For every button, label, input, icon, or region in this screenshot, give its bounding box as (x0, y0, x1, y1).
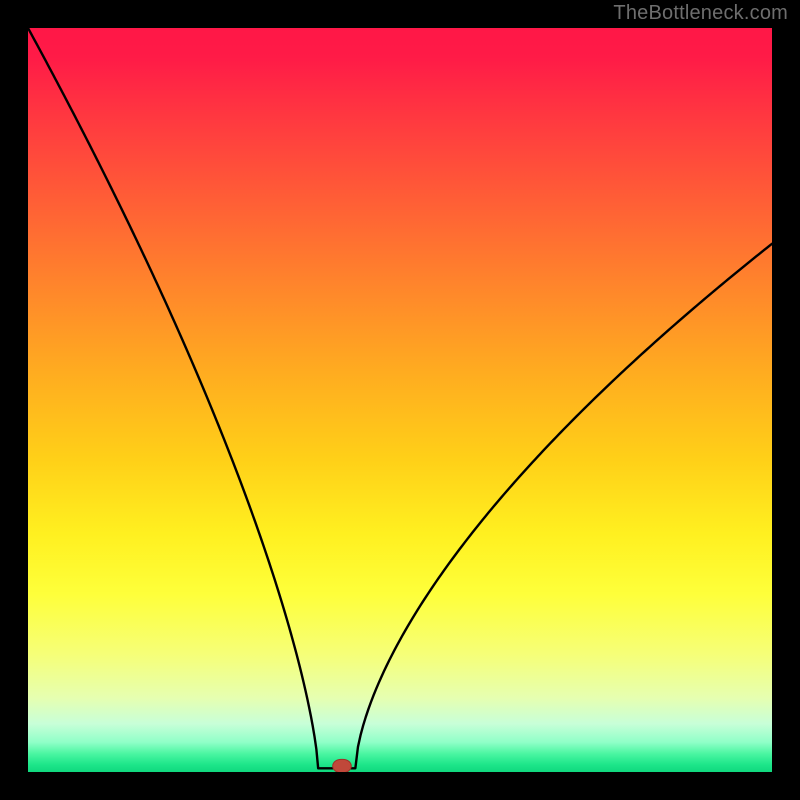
watermark-label: TheBottleneck.com (613, 2, 788, 25)
chart-svg (28, 28, 772, 772)
plot-area (28, 28, 772, 772)
gradient-background (28, 28, 772, 772)
chart-frame: TheBottleneck.com (0, 0, 800, 800)
optimal-point-marker (333, 759, 352, 772)
